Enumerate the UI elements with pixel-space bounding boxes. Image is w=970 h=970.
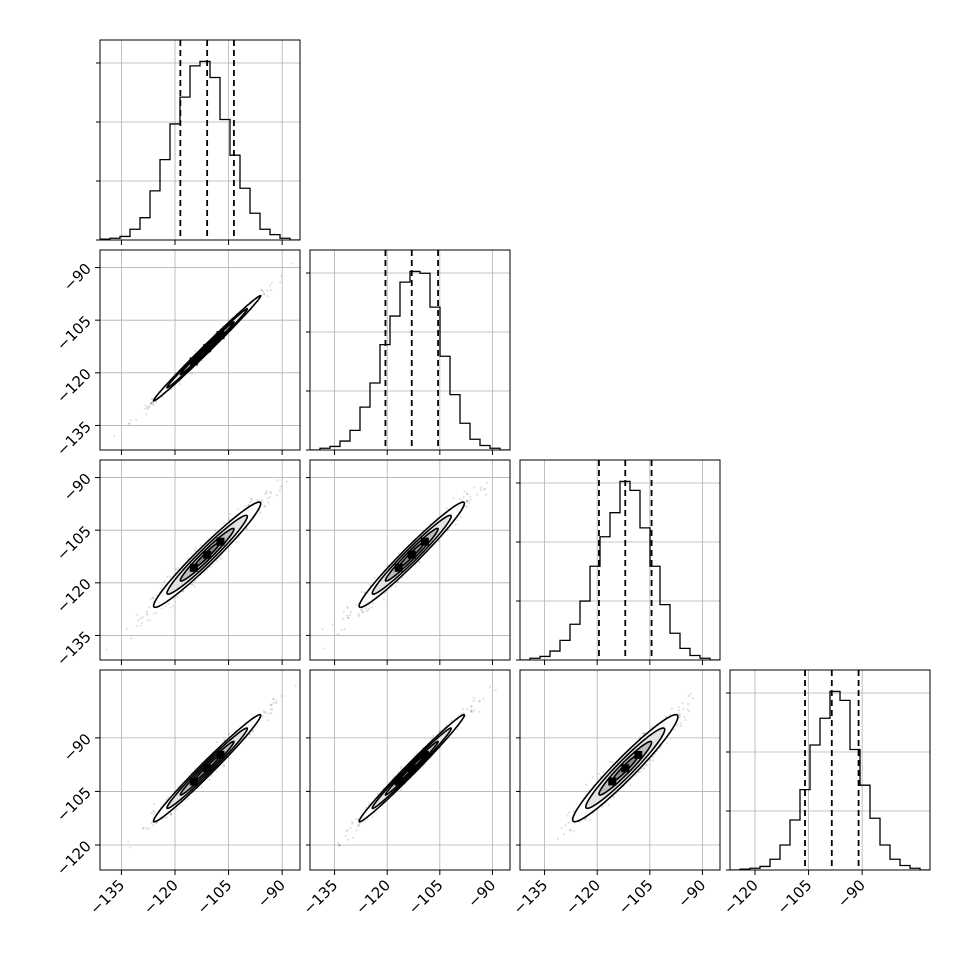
x-tick-label: −120 xyxy=(720,876,762,918)
density-peak xyxy=(189,777,198,786)
hist-panel-2 xyxy=(516,459,721,665)
density-peak xyxy=(621,764,630,773)
y-tick-label: −105 xyxy=(53,784,95,826)
density-peak xyxy=(189,563,198,572)
panel-frame xyxy=(99,669,301,871)
pair-panel-1-3: −135 −120 −105 −90 xyxy=(300,669,511,918)
x-tick-label: −90 xyxy=(254,876,289,911)
histogram-steps xyxy=(100,60,300,240)
pair-panel-1-2 xyxy=(306,459,511,665)
density-peak xyxy=(420,537,429,546)
density-peak xyxy=(634,750,643,759)
density-peak xyxy=(216,537,225,546)
x-tick-label: −90 xyxy=(464,876,499,911)
density-peak xyxy=(216,750,225,759)
x-tick-label: −135 xyxy=(86,876,128,918)
y-tick-label: −135 xyxy=(53,628,95,670)
histogram-steps xyxy=(730,690,930,870)
pair-panel-0-3: −135 −120 −105 −90−90−105−120 xyxy=(53,669,301,918)
pair-panel-2-3: −135 −120 −105 −90 xyxy=(510,669,721,918)
panel-frame xyxy=(99,459,301,661)
x-tick-label: −120 xyxy=(140,876,182,918)
x-tick-label: −105 xyxy=(405,876,447,918)
y-tick-label: −120 xyxy=(53,575,95,617)
hist-panel-0 xyxy=(96,39,301,245)
x-tick-label: −105 xyxy=(194,876,236,918)
x-tick-label: −120 xyxy=(352,876,394,918)
density-peak xyxy=(203,344,212,353)
hist-panel-1 xyxy=(306,249,511,455)
density-peak xyxy=(394,563,403,572)
density-peak xyxy=(203,550,212,559)
panel-frame xyxy=(309,249,511,451)
panel-frame xyxy=(729,669,931,871)
x-tick-label: −135 xyxy=(300,876,342,918)
x-tick-label: −105 xyxy=(615,876,657,918)
x-tick-label: −90 xyxy=(674,876,709,911)
x-tick-label: −90 xyxy=(834,876,869,911)
x-tick-label: −135 xyxy=(510,876,552,918)
panel-frame xyxy=(309,459,511,661)
panel-frame xyxy=(519,459,721,661)
y-tick-label: −120 xyxy=(53,837,95,879)
pair-panel-0-1: −90 −105 −120 −135 xyxy=(53,249,301,460)
density-peak xyxy=(608,777,617,786)
panel-frame xyxy=(519,669,721,871)
density-peak xyxy=(394,777,403,786)
histogram-steps xyxy=(520,480,720,660)
density-peak xyxy=(216,331,225,340)
y-tick-label: −105 xyxy=(53,522,95,564)
panel-frame xyxy=(99,39,301,241)
density-peak xyxy=(420,750,429,759)
density-peak xyxy=(203,764,212,773)
density-peak xyxy=(189,357,198,366)
histogram-steps xyxy=(310,270,510,450)
y-tick-label: −90 xyxy=(60,260,95,295)
density-peak xyxy=(407,550,416,559)
x-tick-label: −120 xyxy=(562,876,604,918)
y-tick-label: −90 xyxy=(60,470,95,505)
density-peak xyxy=(407,764,416,773)
y-tick-label: −120 xyxy=(53,365,95,407)
panel-frame xyxy=(309,669,511,871)
panel-frame xyxy=(99,249,301,451)
y-tick-label: −105 xyxy=(53,312,95,354)
y-tick-label: −135 xyxy=(53,418,95,460)
y-tick-label: −90 xyxy=(60,730,95,765)
pair-panel-0-2: −90 −105 −120 −135 xyxy=(53,459,301,670)
hist-panel-3: −120 −105 −90 xyxy=(720,669,931,918)
x-tick-label: −105 xyxy=(774,876,816,918)
